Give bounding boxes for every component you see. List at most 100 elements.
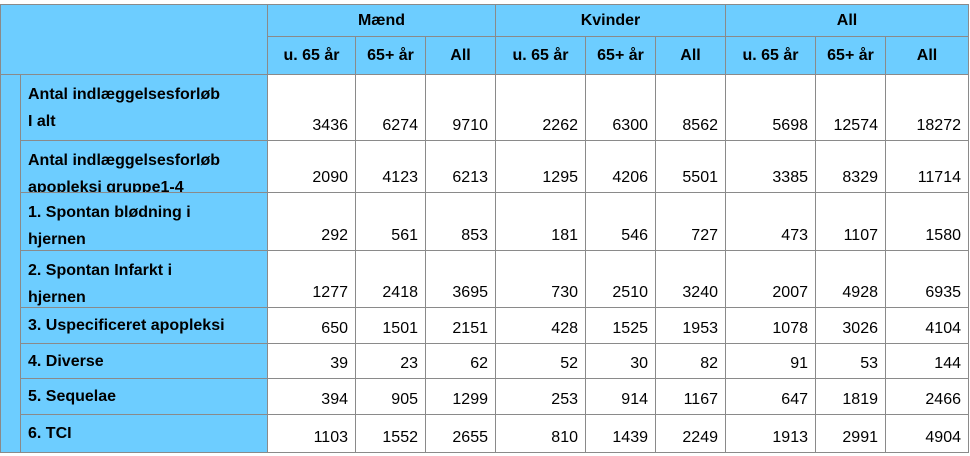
value-cell: 39 (267, 343, 356, 379)
row-label-line: 2. Spontan Infarkt i (28, 262, 173, 279)
value-cell: 82 (655, 343, 726, 379)
row-label: 3. Uspecificeret apopleksi (20, 307, 268, 344)
row-label: 5. Sequelae (20, 378, 268, 415)
subgroup-header: 65+ år (355, 36, 426, 75)
value-cell: 8329 (815, 140, 886, 193)
value-cell: 1103 (267, 414, 356, 453)
value-cell: 53 (815, 343, 886, 379)
value-cell: 5698 (725, 74, 816, 141)
subgroup-header: u. 65 år (725, 36, 816, 75)
value-cell: 2262 (495, 74, 586, 141)
subgroup-header: 65+ år (585, 36, 656, 75)
value-cell: 1107 (815, 192, 886, 251)
value-cell: 2151 (425, 307, 496, 344)
value-cell: 1295 (495, 140, 586, 193)
row-label-line: Antal indlæggelsesforløb (28, 152, 221, 169)
row-label-line: hjernen (28, 289, 86, 306)
value-cell: 1167 (655, 378, 726, 415)
subgroup-header: u. 65 år (267, 36, 356, 75)
value-cell: 4904 (885, 414, 969, 453)
value-cell: 9710 (425, 74, 496, 141)
subgroup-header: u. 65 år (495, 36, 586, 75)
value-cell: 2655 (425, 414, 496, 453)
value-cell: 853 (425, 192, 496, 251)
value-cell: 2007 (725, 250, 816, 308)
value-cell: 1953 (655, 307, 726, 344)
value-cell: 6300 (585, 74, 656, 141)
value-cell: 91 (725, 343, 816, 379)
value-cell: 2991 (815, 414, 886, 453)
value-cell: 3436 (267, 74, 356, 141)
value-cell: 2090 (267, 140, 356, 193)
value-cell: 3695 (425, 250, 496, 308)
row-label-line: I alt (28, 113, 56, 130)
row-label: 1. Spontan blødning i hjernen (20, 192, 268, 251)
value-cell: 561 (355, 192, 426, 251)
value-cell: 394 (267, 378, 356, 415)
value-cell: 11714 (885, 140, 969, 193)
row-label: 4. Diverse (20, 343, 268, 379)
value-cell: 6935 (885, 250, 969, 308)
group-header: All (725, 4, 969, 37)
value-cell: 905 (355, 378, 426, 415)
row-label-line: 6. TCI (28, 425, 72, 442)
value-cell: 253 (495, 378, 586, 415)
value-cell: 730 (495, 250, 586, 308)
value-cell: 8562 (655, 74, 726, 141)
value-cell: 62 (425, 343, 496, 379)
value-cell: 4206 (585, 140, 656, 193)
subgroup-header: All (655, 36, 726, 75)
value-cell: 914 (585, 378, 656, 415)
row-label-line: 4. Diverse (28, 352, 104, 370)
left-strip (0, 74, 21, 453)
row-label: 6. TCI (20, 414, 268, 453)
value-cell: 181 (495, 192, 586, 251)
value-cell: 1525 (585, 307, 656, 344)
row-label-line: 5. Sequelae (28, 388, 117, 405)
subgroup-header: All (885, 36, 969, 75)
value-cell: 1439 (585, 414, 656, 453)
value-cell: 2418 (355, 250, 426, 308)
value-cell: 5501 (655, 140, 726, 193)
value-cell: 4928 (815, 250, 886, 308)
row-label-line: 1. Spontan blødning i (28, 204, 191, 221)
header-corner (0, 4, 268, 75)
group-header: Kvinder (495, 4, 726, 37)
value-cell: 650 (267, 307, 356, 344)
value-cell: 546 (585, 192, 656, 251)
row-label-line: 3. Uspecificeret apopleksi (28, 317, 225, 334)
value-cell: 12574 (815, 74, 886, 141)
value-cell: 2466 (885, 378, 969, 415)
value-cell: 1913 (725, 414, 816, 453)
value-cell: 428 (495, 307, 586, 344)
value-cell: 292 (267, 192, 356, 251)
value-cell: 810 (495, 414, 586, 453)
row-label-line: apopleksi gruppe1-4 (28, 179, 184, 196)
subgroup-header: All (425, 36, 496, 75)
value-cell: 1580 (885, 192, 969, 251)
value-cell: 1819 (815, 378, 886, 415)
value-cell: 3240 (655, 250, 726, 308)
value-cell: 6213 (425, 140, 496, 193)
value-cell: 1078 (725, 307, 816, 344)
value-cell: 647 (725, 378, 816, 415)
value-cell: 727 (655, 192, 726, 251)
value-cell: 23 (355, 343, 426, 379)
row-label: Antal indlæggelsesforløb I alt (20, 74, 268, 141)
row-label: Antal indlæggelsesforløb apopleksi gruppe… (20, 140, 268, 196)
value-cell: 2510 (585, 250, 656, 308)
value-cell: 6274 (355, 74, 426, 141)
subgroup-header: 65+ år (815, 36, 886, 75)
row-label-line: hjernen (28, 231, 86, 248)
value-cell: 1501 (355, 307, 426, 344)
value-cell: 144 (885, 343, 969, 379)
value-cell: 3385 (725, 140, 816, 193)
value-cell: 30 (585, 343, 656, 379)
row-label-line: Antal indlæggelsesforløb (28, 86, 221, 103)
value-cell: 1299 (425, 378, 496, 415)
value-cell: 473 (725, 192, 816, 251)
value-cell: 4104 (885, 307, 969, 344)
value-cell: 1552 (355, 414, 426, 453)
value-cell: 4123 (355, 140, 426, 193)
